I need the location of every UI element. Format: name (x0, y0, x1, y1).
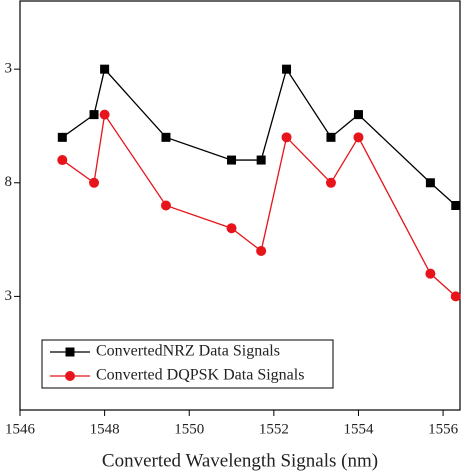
marker (161, 132, 171, 142)
marker (281, 132, 292, 143)
x-tick-label: 1552 (259, 421, 289, 437)
marker (450, 291, 461, 302)
marker (65, 371, 75, 381)
marker (57, 155, 68, 166)
marker (57, 132, 67, 142)
marker (226, 223, 237, 234)
x-tick-label: 1554 (343, 421, 374, 437)
x-tick-label: 1546 (5, 421, 36, 437)
marker (89, 110, 99, 120)
marker (256, 245, 267, 256)
legend-text: ConvertedNRZ Data Signals (96, 343, 280, 360)
legend-box (41, 339, 334, 389)
marker (100, 64, 110, 74)
series-line (61, 112, 457, 297)
series-line (61, 67, 457, 206)
marker (282, 64, 292, 74)
marker (99, 109, 110, 120)
marker (326, 132, 336, 142)
x-tick-label: 1550 (174, 421, 204, 437)
x-tick-label: 1556 (428, 421, 459, 437)
marker (227, 155, 237, 165)
marker (425, 268, 436, 279)
marker (425, 178, 435, 188)
x-tick-label: 1548 (90, 421, 120, 437)
legend-text: Converted DQPSK Data Signals (96, 367, 304, 384)
marker (256, 155, 266, 165)
y-tick-label: 3 (5, 61, 13, 77)
marker (353, 110, 363, 120)
marker (353, 132, 364, 143)
marker (89, 177, 100, 188)
marker (160, 200, 171, 211)
marker (325, 177, 336, 188)
y-tick-label: 8 (5, 174, 13, 190)
x-axis-title: Converted Wavelength Signals (nm) (102, 450, 378, 471)
y-tick-label: 3 (5, 288, 13, 304)
marker (451, 201, 461, 210)
marker (65, 347, 75, 357)
